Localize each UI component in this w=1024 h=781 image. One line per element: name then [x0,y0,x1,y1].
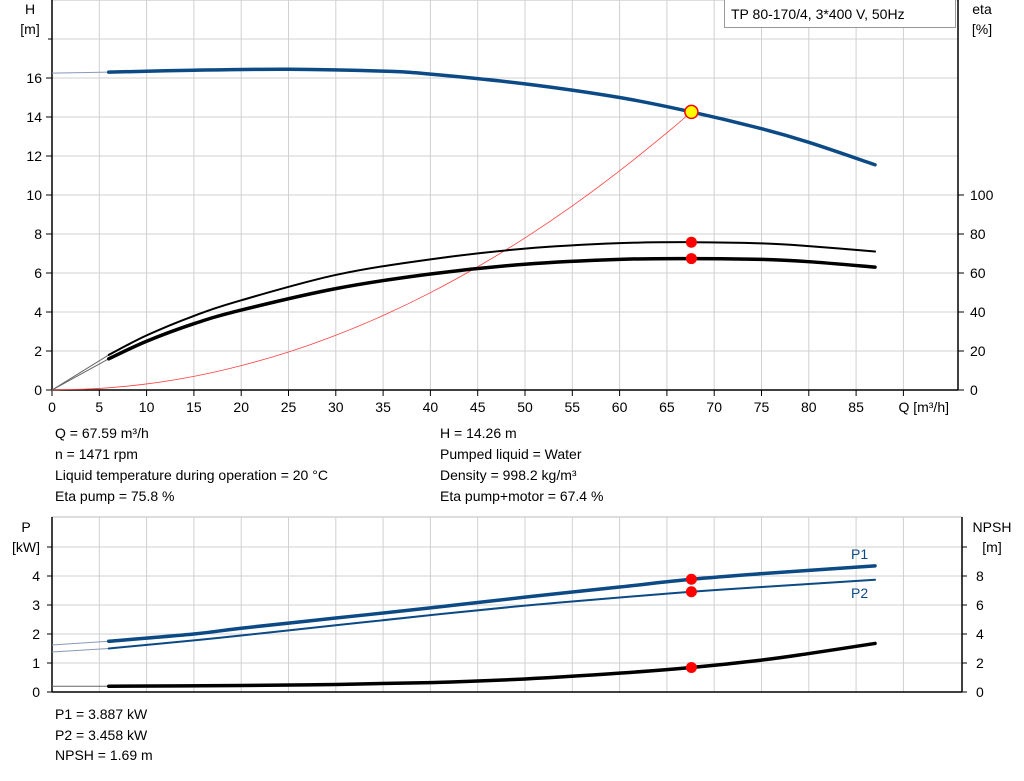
y-right-tick-label: 40 [970,304,986,320]
x-tick-label: 70 [706,399,722,415]
y-right-tick-label: 0 [970,382,978,398]
y-right-axis-label-npsh: NPSH [973,519,1012,535]
duty-point-p2 [685,586,697,598]
y-tick-label: 1 [32,655,40,671]
x-tick-label: 15 [186,399,202,415]
x-tick-label: 65 [659,399,675,415]
y-tick-label: 0 [32,684,40,700]
y-right-tick-label: 4 [976,626,984,642]
y-right-tick-label: 80 [970,226,986,242]
x-tick-label: 20 [233,399,249,415]
duty-point-npsh [685,661,697,673]
y-right-axis-label-npsh: [m] [982,539,1001,555]
p1-series-label: P1 [851,546,868,562]
y-tick-label: 3 [32,597,40,613]
x-tick-label: 80 [801,399,817,415]
x-tick-label: 45 [470,399,486,415]
info-p2: P2 = 3.458 kW [55,726,148,743]
info-pumped-liquid: Pumped liquid = Water [440,446,582,462]
info-top-right: H = 14.26 m Pumped liquid = Water Densit… [440,423,603,507]
y-tick-label: 12 [26,148,42,164]
info-npsh: NPSH = 1.69 m [55,747,153,763]
eta-pump-motor-curve [107,256,877,361]
x-tick-label: 50 [517,399,533,415]
y-right-tick-label: 60 [970,265,986,281]
head-curve-extrapolation [51,71,109,74]
duty-point-head [684,104,699,120]
y-tick-label: 4 [32,568,40,584]
x-tick-label: 10 [139,399,155,415]
p1-curve-extrapolation [51,640,109,646]
y-right-tick-label: 20 [970,343,986,359]
info-bottom: P1 = 3.887 kW P2 = 3.458 kW NPSH = 1.69 … [55,704,153,766]
duty-point-eta-pump-motor [685,253,697,265]
chart-title: TP 80-170/4, 3*400 V, 50Hz [731,6,905,22]
y-right-tick-label: 8 [976,568,984,584]
duty-point-eta-pump [685,236,697,248]
x-tick-label: 5 [95,399,103,415]
x-tick-label: 55 [565,399,581,415]
y-tick-label: 16 [26,70,42,86]
y-tick-label: 6 [34,265,42,281]
eta-pump-curve [107,241,877,356]
p1-curve [107,564,877,643]
duty-point-p1 [685,573,697,585]
y-right-tick-label: 100 [970,187,994,203]
info-head: H = 14.26 m [440,425,517,441]
p2-series-label: P2 [851,585,868,601]
info-eta-pump-motor: Eta pump+motor = 67.4 % [440,488,604,504]
y-tick-label: 8 [34,226,42,242]
y-axis-label: [m] [20,21,39,37]
x-axis-label: Q [m³/h] [898,399,949,415]
y-tick-label: 4 [34,304,42,320]
system-curve [51,111,692,391]
info-density: Density = 998.2 kg/m³ [440,467,577,483]
y-right-tick-label: 6 [976,597,984,613]
eta-pump-curve-extrapolation [51,354,110,391]
y-tick-label: 14 [26,109,42,125]
eta-pump-motor-curve-extrapolation [51,358,110,391]
x-tick-label: 85 [848,399,864,415]
y-tick-label: 2 [34,343,42,359]
info-liquid-temp: Liquid temperature during operation = 20… [55,467,328,483]
y-axis-label-power: P [21,519,30,535]
p2-curve [107,578,877,650]
x-tick-label: 75 [754,399,770,415]
x-tick-label: 0 [48,399,56,415]
y-tick-label: 2 [32,626,40,642]
y-tick-label: 10 [26,187,42,203]
p2-curve-extrapolation [51,648,109,653]
y-right-tick-label: 2 [976,655,984,671]
x-tick-label: 30 [328,399,344,415]
y-right-tick-label: 0 [976,684,984,700]
info-p1: P1 = 3.887 kW [55,706,148,722]
y-right-axis-label: eta [972,1,992,17]
x-tick-label: 40 [423,399,439,415]
info-top-left: Q = 67.59 m³/h n = 1471 rpm Liquid tempe… [55,423,328,507]
y-tick-label: 0 [34,382,42,398]
head-curve [107,67,877,167]
info-flow: Q = 67.59 m³/h [55,425,149,441]
y-axis-label: H [25,1,35,17]
x-tick-label: 25 [281,399,297,415]
y-axis-label-power: [kW] [12,539,40,555]
chart-title-box: TP 80-170/4, 3*400 V, 50Hz [724,0,956,28]
info-eta-pump: Eta pump = 75.8 % [55,488,175,504]
info-speed: n = 1471 rpm [55,446,138,462]
npsh-curve [107,641,877,688]
x-tick-label: 60 [612,399,628,415]
y-right-axis-label: [%] [972,21,992,37]
x-tick-label: 35 [375,399,391,415]
